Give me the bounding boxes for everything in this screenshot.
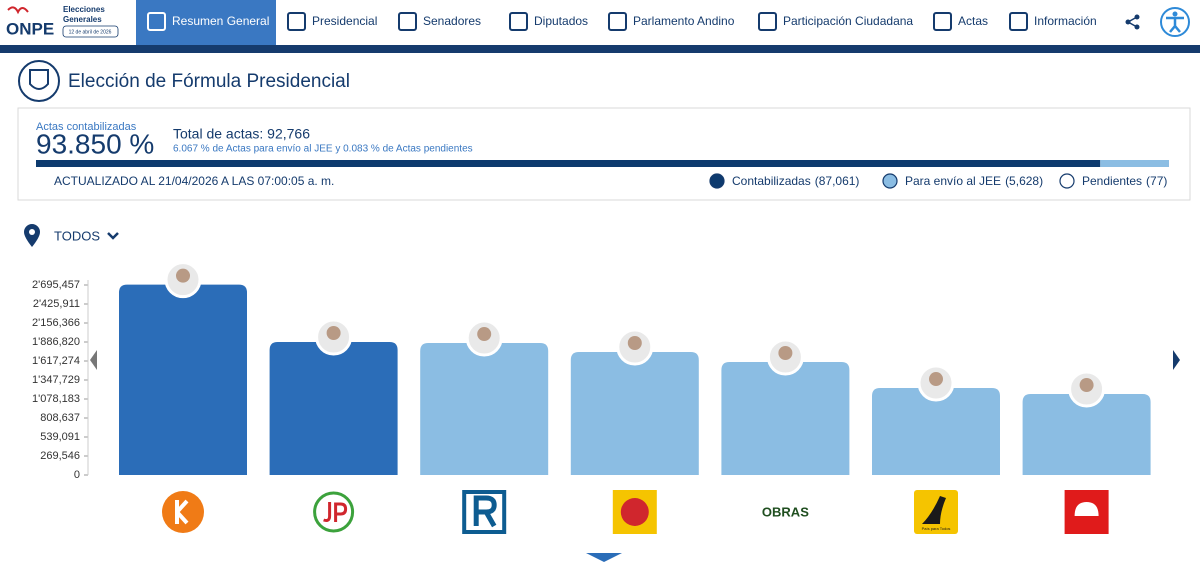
legend: Contabilizadas (87,061) Para envío al JEE (… (709, 173, 1167, 189)
nav-icon[interactable] (608, 12, 627, 31)
y-tick-label: 2'156,366 (32, 317, 80, 329)
summary-detail: 6.067 % de Actas para envío al JEE y 0.0… (173, 144, 473, 155)
candidate-photo-head (1079, 378, 1094, 393)
progress-segment (1169, 160, 1170, 167)
summary-caption: Actas contabilizadas (36, 121, 137, 133)
legend-count: (87,061) (815, 174, 860, 188)
nav-icon[interactable] (147, 12, 166, 31)
candidate-photo-head (929, 372, 943, 387)
y-tick-label: 2'425,911 (33, 298, 80, 310)
nav-item[interactable]: Diputados (534, 14, 588, 28)
nav-item[interactable]: Senadores (423, 14, 481, 28)
filter-chevron[interactable] (107, 232, 119, 240)
nav-item[interactable]: Información (1034, 14, 1097, 28)
nav-item[interactable]: Presidencial (312, 14, 377, 28)
nav-active-bg (136, 0, 276, 45)
nav-icon[interactable] (287, 12, 306, 31)
bar[interactable] (872, 388, 1000, 475)
progress-segment (1100, 160, 1170, 167)
share-icon[interactable] (1125, 14, 1140, 30)
legend-count: (5,628) (1005, 174, 1043, 188)
legend-swatch (709, 173, 725, 189)
legend-swatch (1059, 173, 1075, 189)
progress-segment (36, 160, 1101, 167)
nav-icon[interactable] (398, 12, 417, 31)
logo-mark (7, 6, 29, 15)
logo-text: ONPE (6, 19, 54, 38)
party-logo (313, 491, 355, 533)
party-logo-mark (1074, 502, 1099, 516)
nav-underline (0, 45, 1200, 53)
bar[interactable] (570, 351, 699, 475)
summary-updated: ACTUALIZADO AL 21/04/2026 A LAS 07:00:05… (54, 174, 334, 188)
summary-percent: 93.850 % (36, 128, 154, 159)
candidate-photo-head (326, 326, 341, 340)
legend-item: Pendientes (77) (1082, 174, 1167, 188)
y-tick-label: 1'347,729 (32, 374, 80, 386)
page-title: Elección de Fórmula Presidencial (68, 71, 350, 92)
scroll-down-arrow[interactable] (586, 553, 622, 562)
logo-line: Elecciones (63, 5, 105, 14)
bar[interactable] (269, 342, 398, 475)
y-tick-label: 808,637 (40, 412, 80, 424)
y-tick-label: 1'617,274 (32, 355, 80, 367)
legend-name: Para envío al JEE (905, 174, 1001, 188)
nav-item[interactable]: Actas (958, 14, 988, 28)
party-logo-text: País para Todos (922, 526, 951, 531)
legend-name: Contabilizadas (732, 174, 811, 188)
y-tick-label: 269,546 (40, 450, 80, 462)
party-logo-text: OBRAS (762, 504, 809, 519)
logo-date: 12 de abril de 2026 (69, 29, 112, 35)
party-logo-mark (473, 495, 497, 528)
summary-total: Total de actas: 92,766 (173, 126, 310, 142)
legend-item: Contabilizadas (87,061) (732, 174, 859, 188)
legend-item: Para envío al JEE (5,628) (905, 174, 1043, 188)
candidate-photo-head (627, 335, 642, 350)
y-tick-label: 0 (74, 469, 80, 481)
logo-line: Generales (63, 15, 102, 24)
legend-name: Pendientes (1082, 174, 1142, 188)
party-logo-mark (175, 499, 189, 525)
legend-swatch (882, 173, 898, 189)
legend-count: (77) (1146, 174, 1167, 188)
accessibility-icon[interactable] (1160, 7, 1190, 37)
nav-item[interactable]: Resumen General (172, 14, 269, 28)
nav-item[interactable]: Participación Ciudadana (783, 14, 913, 28)
nav-icon[interactable] (758, 12, 777, 31)
nav-item[interactable]: Parlamento Andino (633, 14, 735, 28)
chart-next-arrow[interactable] (1173, 350, 1180, 370)
summary-card (17, 107, 1191, 201)
candidate-photo-head (176, 268, 190, 283)
chart-prev-arrow[interactable] (90, 350, 97, 370)
nav-icon[interactable] (509, 12, 528, 31)
bar[interactable] (420, 343, 549, 475)
bar[interactable] (119, 284, 247, 475)
logo-date-box (62, 25, 119, 38)
candidate-photo-head (778, 346, 793, 361)
y-tick-label: 1'078,183 (32, 393, 80, 405)
candidate-photo-head (477, 327, 492, 342)
party-logo-sun (620, 498, 649, 526)
nav-items: Resumen General Presidencial Senadores Dipu… (147, 12, 1097, 31)
chart: 0 269,546 539,091 808,637 1'078,183 1'347,729… (32, 261, 1151, 534)
bar[interactable] (721, 362, 850, 475)
nav-icon[interactable] (933, 12, 952, 31)
y-tick-label: 539,091 (40, 431, 80, 443)
filter-label[interactable]: TODOS (54, 228, 100, 243)
y-tick-label: 1'886,820 (32, 336, 80, 348)
party-logo-mark (323, 502, 348, 522)
y-tick-label: 2'695,457 (32, 279, 80, 291)
bar[interactable] (1022, 394, 1151, 475)
location-icon (24, 224, 40, 247)
party-logo-road (922, 496, 946, 524)
peru-emblem (18, 60, 60, 102)
progress-bar (36, 160, 1170, 167)
nav-icon[interactable] (1009, 12, 1028, 31)
location-icon-dot (29, 229, 35, 235)
party-logo (162, 491, 204, 533)
